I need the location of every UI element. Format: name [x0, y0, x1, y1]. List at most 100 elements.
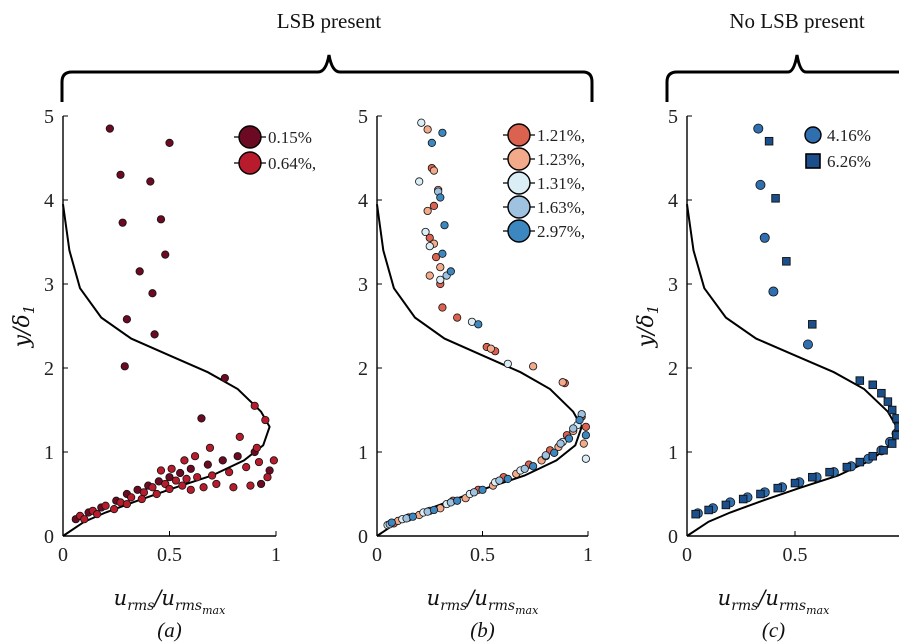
data-point: [110, 505, 119, 514]
data-point: [541, 451, 550, 460]
data-point: [879, 446, 888, 455]
data-point: [808, 472, 817, 482]
data-point: [756, 489, 765, 499]
data-point: [738, 494, 748, 504]
data-point: [894, 422, 899, 432]
data-point: [453, 313, 462, 322]
y-axis-label: y/δ1: [634, 305, 662, 349]
data-point: [469, 488, 479, 497]
data-point: [753, 123, 764, 134]
data-point: [581, 431, 590, 440]
y-axis-label: y/δ1: [10, 305, 38, 349]
data-point: [579, 439, 588, 448]
legend-marker: [804, 126, 822, 144]
data-point: [429, 166, 439, 175]
data-point: [550, 448, 559, 457]
panel-caption: (a): [157, 618, 182, 642]
data-point: [218, 456, 227, 465]
x-tick-label: 0.5: [470, 544, 495, 566]
data-point: [139, 488, 149, 497]
data-point: [429, 201, 439, 210]
data-point: [436, 275, 445, 284]
data-point: [773, 483, 782, 493]
legend-label: 2.97%,: [537, 222, 585, 241]
y-tick-label: 2: [668, 358, 678, 380]
y-tick-label: 0: [668, 526, 678, 548]
legend-marker: [238, 125, 262, 149]
legend-marker: [238, 151, 262, 175]
y-tick-label: 3: [668, 274, 678, 296]
data-point: [146, 177, 155, 186]
data-point: [495, 476, 504, 485]
data-point: [235, 432, 244, 441]
data-point: [80, 515, 89, 524]
data-point: [156, 215, 166, 224]
data-point: [190, 452, 200, 461]
data-point: [704, 505, 713, 515]
data-point: [883, 397, 893, 406]
data-point: [137, 494, 146, 504]
data-point: [431, 253, 441, 262]
data-point: [558, 378, 567, 387]
data-point: [782, 257, 791, 266]
y-tick-label: 5: [44, 106, 54, 128]
data-point: [440, 221, 449, 230]
panel-b: 0 1 2 3 4 5 0 0.5 1 urms/urmsmax(b) 1.21%, 1.23%, 1.…: [358, 106, 593, 642]
data-point: [165, 138, 174, 147]
data-point: [438, 303, 447, 312]
data-point: [759, 232, 770, 243]
y-tick-label: 4: [44, 190, 54, 212]
data-point: [486, 344, 496, 353]
data-point: [877, 388, 886, 398]
legend-label: 1.23%,: [537, 150, 585, 169]
y-tick-label: 1: [668, 442, 678, 464]
y-tick-label: 3: [44, 274, 54, 296]
data-point: [105, 124, 114, 133]
data-point: [127, 493, 136, 502]
y-tick-label: 0: [358, 526, 368, 548]
data-point: [556, 439, 565, 448]
data-point: [421, 227, 430, 237]
legend-label: 0.15%: [268, 128, 312, 147]
data-point: [208, 471, 217, 480]
data-point: [417, 118, 426, 127]
data-point: [764, 136, 774, 146]
data-point: [808, 320, 817, 329]
y-tick-label: 4: [668, 190, 678, 212]
data-point: [246, 481, 255, 490]
data-point: [122, 315, 132, 324]
data-point: [415, 177, 424, 186]
data-point: [425, 271, 434, 280]
data-point: [529, 462, 538, 471]
data-point: [478, 485, 487, 494]
data-point: [193, 473, 202, 482]
data-point: [581, 454, 590, 463]
legend-label: 4.16%: [827, 126, 871, 145]
data-point: [122, 499, 132, 509]
data-point: [242, 463, 251, 472]
data-point: [887, 439, 897, 448]
data-point: [503, 359, 512, 368]
data-point: [180, 456, 189, 465]
data-point: [212, 479, 221, 489]
legend-label: 0.64%,: [268, 154, 316, 173]
data-point: [438, 128, 447, 137]
legend-marker: [507, 171, 531, 195]
x-tick-label: 0: [58, 544, 68, 566]
data-point: [423, 125, 432, 134]
y-tick-label: 1: [358, 442, 368, 464]
data-point: [429, 505, 439, 515]
y-tick-label: 1: [44, 442, 54, 464]
data-point: [520, 464, 529, 473]
data-point: [581, 422, 590, 431]
x-axis-label: urms/urmsmax: [718, 586, 830, 617]
data-point: [892, 430, 899, 440]
data-point: [254, 457, 264, 467]
data-point: [474, 320, 483, 329]
legend-marker: [507, 123, 531, 147]
data-point: [436, 193, 445, 202]
x-axis-label: urms/urmsmax: [427, 586, 539, 617]
y-tick-label: 4: [358, 190, 368, 212]
data-point: [868, 380, 878, 390]
